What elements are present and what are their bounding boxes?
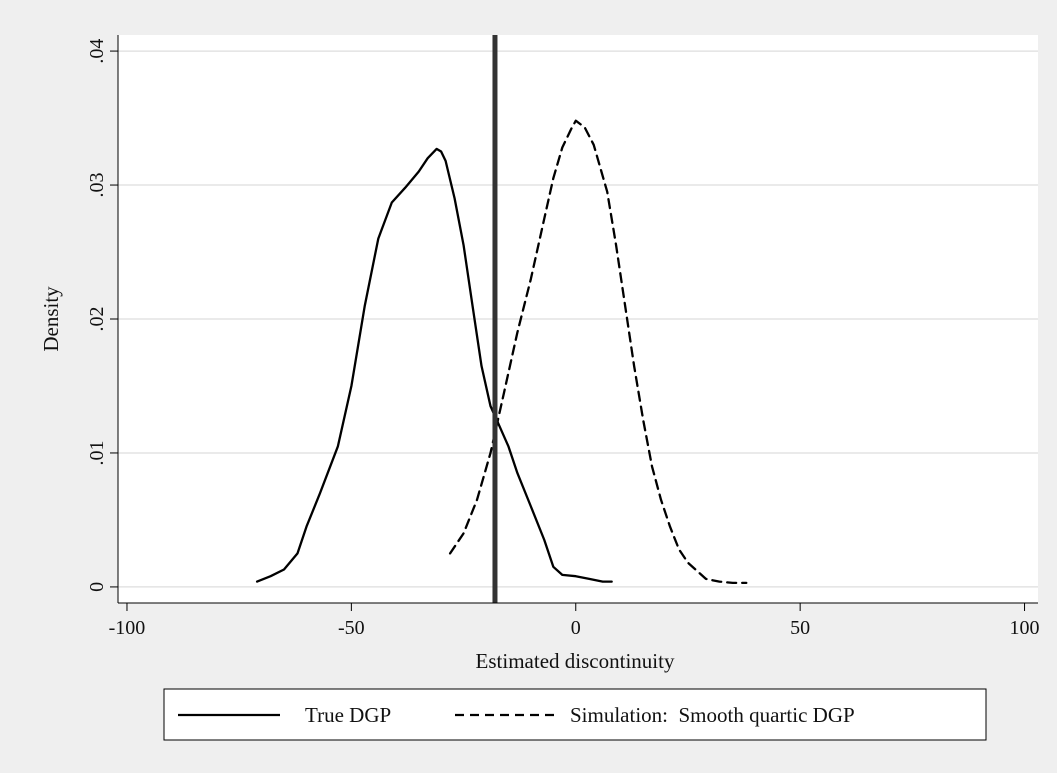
gridlines [118, 50, 1038, 588]
series-layer [255, 119, 748, 585]
legend-box [163, 688, 987, 741]
x-tick-label: 100 [1010, 617, 1040, 639]
y-tick-label: 0 [86, 582, 108, 592]
legend-label-true-dgp: True DGP [305, 703, 391, 727]
x-axis-title: Estimated discontinuity [476, 649, 675, 673]
axes: 0 .01 .02 .03 .04 -100 -50 0 50 100 [86, 35, 1040, 639]
x-tick-label: -50 [338, 617, 365, 639]
y-tick-label: .02 [86, 307, 108, 332]
legend: True DGP Simulation: Smooth quartic DGP [163, 688, 987, 741]
x-tick-label: -100 [109, 617, 146, 639]
series-line-0 [255, 147, 613, 583]
y-axis-title: Density [39, 286, 63, 352]
x-tick-label: 50 [790, 617, 810, 639]
y-tick-label: .01 [86, 440, 108, 465]
legend-label-simulation: Simulation: Smooth quartic DGP [570, 703, 855, 727]
y-tick-label: .04 [86, 39, 108, 64]
x-tick-label: 0 [571, 617, 581, 639]
series-line-1 [448, 119, 748, 585]
y-tick-label: .03 [86, 173, 108, 198]
